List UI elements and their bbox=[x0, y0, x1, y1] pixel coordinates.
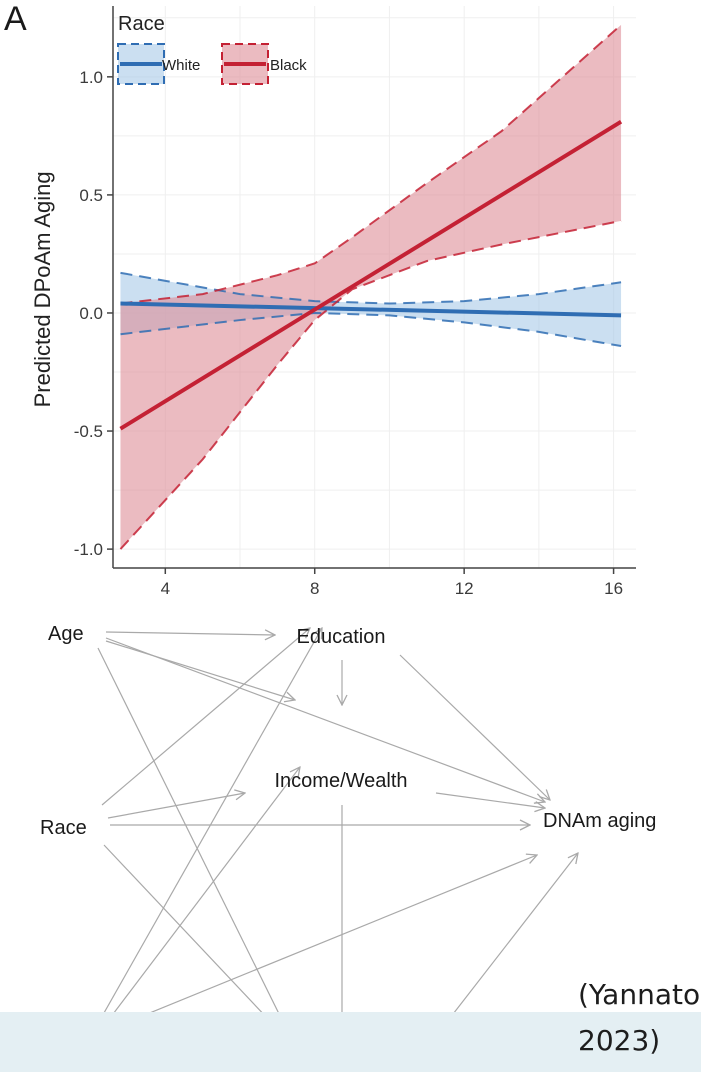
node-dnam: DNAm aging bbox=[543, 810, 656, 832]
caption-band bbox=[0, 1012, 701, 1072]
legend-label-white: White bbox=[162, 57, 200, 74]
arrow-age-to-neighborhood bbox=[97, 647, 288, 1032]
arrow-education-to-dnam bbox=[399, 654, 550, 800]
ci-lower-white bbox=[120, 311, 622, 348]
node-income: Income/Wealth bbox=[274, 770, 407, 792]
line-chart: 4 8 12 16 -1.0 -0.5 0.0 0.5 1.0 Predicted DPoAm A… bbox=[4, 0, 636, 598]
causal-diagram: AgeRaceGenderEducationIncome/WealthNeigh… bbox=[28, 623, 656, 1057]
y-tick-label: 1.0 bbox=[79, 68, 103, 87]
citation: (Yannatos, 2023) bbox=[578, 978, 701, 1057]
ci-upper-white bbox=[120, 271, 622, 305]
x-tick-label: 4 bbox=[161, 579, 170, 598]
y-tick-label: 0.0 bbox=[79, 304, 103, 323]
confidence-band-black bbox=[120, 24, 622, 550]
arrow-gender-to-income bbox=[103, 767, 300, 1027]
y-axis-label: Predicted DPoAm Aging bbox=[30, 171, 55, 407]
legend-title: Race bbox=[118, 13, 165, 35]
arrow-gender-to-dnam bbox=[107, 855, 537, 1031]
node-age: Age bbox=[48, 623, 84, 645]
x-tick-label: 12 bbox=[455, 579, 474, 598]
x-tick-label: 8 bbox=[310, 579, 319, 598]
series-line-black bbox=[119, 120, 623, 431]
arrow-race-to-income bbox=[107, 793, 245, 819]
ci-lower-black bbox=[119, 219, 622, 550]
ci-upper-black bbox=[120, 24, 622, 305]
arrow-race-to-education bbox=[101, 628, 310, 806]
arrow-age-to-education bbox=[105, 632, 275, 635]
y-tick-label: 0.5 bbox=[79, 186, 103, 205]
node-race: Race bbox=[40, 817, 87, 839]
node-education: Education bbox=[297, 626, 386, 648]
arrow-income-to-dnam bbox=[435, 792, 545, 808]
panel-letter: A bbox=[4, 0, 27, 38]
arrow-neighborhood-to-dnam bbox=[435, 853, 578, 1037]
arrow-gender-to-education bbox=[99, 628, 322, 1021]
legend-label-black: Black bbox=[270, 57, 307, 74]
y-tick-label: -1.0 bbox=[74, 540, 103, 559]
series-line-white bbox=[120, 301, 622, 318]
arrow-race-to-neighborhood bbox=[103, 844, 286, 1038]
y-tick-label: -0.5 bbox=[74, 422, 103, 441]
arrow-age-to-income bbox=[105, 640, 295, 700]
x-tick-label: 16 bbox=[604, 579, 623, 598]
legend: Race White Black bbox=[117, 13, 307, 85]
arrow-age-to-dnam bbox=[105, 637, 545, 802]
